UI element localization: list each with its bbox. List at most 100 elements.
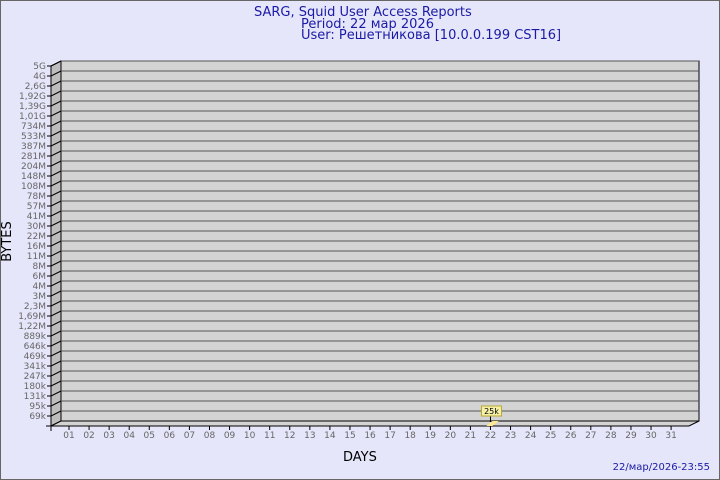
period-label: Period: 22 мар 2026 [301, 17, 434, 32]
y-tick-label: 889k [24, 332, 47, 342]
x-tick-label: 31 [665, 431, 676, 441]
x-tick-label: 26 [565, 431, 577, 441]
y-tick-label: 148M [21, 172, 46, 182]
y-tick-label: 341k [24, 362, 47, 372]
timestamp: 22/мар/2026-23:55 [612, 462, 710, 473]
y-tick-label: 30M [27, 222, 46, 232]
user-label: User: Решетникова [10.0.0.199 CST16] [301, 28, 562, 43]
y-tick-label: 2,6G [25, 82, 46, 92]
y-tick-label: 5G [33, 62, 46, 72]
grid-depth-line [50, 360, 62, 367]
x-tick-label: 21 [465, 431, 476, 441]
bar-label-box [480, 405, 502, 417]
x-tick-label: 12 [284, 431, 295, 441]
x-tick-label: 19 [425, 431, 437, 441]
x-tick-label: 14 [324, 431, 336, 441]
grid-depth-line [50, 140, 62, 147]
y-tick-label: 108M [21, 182, 46, 192]
y-tick-label: 281M [21, 152, 46, 162]
grid-depth-line [50, 410, 62, 417]
x-tick-label: 07 [184, 431, 195, 441]
x-tick-label: 18 [404, 431, 416, 441]
grid-depth-line [50, 280, 62, 287]
x-tick-label: 24 [525, 431, 537, 441]
grid-depth-line [50, 270, 62, 277]
grid-depth-line [50, 390, 62, 397]
grid-depth-line [50, 110, 62, 117]
y-tick-label: 4M [33, 282, 47, 292]
grid-depth-line [50, 210, 62, 217]
x-tick-label: 11 [264, 431, 275, 441]
x-tick-label: 04 [123, 431, 135, 441]
x-tick-label: 15 [344, 431, 355, 441]
y-tick-label: 1,92G [19, 92, 46, 102]
grid-depth-line [50, 100, 62, 107]
y-tick-label: 11M [27, 252, 46, 262]
x-tick-label: 08 [204, 431, 216, 441]
grid-depth-line [50, 90, 62, 97]
grid-depth-line [50, 380, 62, 387]
x-tick-label: 23 [505, 431, 516, 441]
x-tick-label: 30 [645, 431, 657, 441]
y-tick-label: 8M [33, 262, 47, 272]
grid-depth-line [50, 300, 62, 307]
x-tick-label: 13 [304, 431, 315, 441]
grid-depth-line [50, 180, 62, 187]
y-tick-label: 95k [29, 402, 46, 412]
y-tick-label: 2,3M [24, 302, 46, 312]
x-tick-label: 22 [485, 431, 496, 441]
x-tick-label: 25 [545, 431, 556, 441]
grid-depth-line [50, 130, 62, 137]
grid-depth-line [50, 290, 62, 297]
grid-depth-line [50, 240, 62, 247]
grid-depth-line [50, 150, 62, 157]
grid-depth-line [50, 260, 62, 267]
y-tick-label: 180k [24, 382, 47, 392]
y-tick-label: 3M [33, 292, 47, 302]
grid-depth-line [50, 160, 62, 167]
grid-depth-line [50, 220, 62, 227]
x-axis-label: DAYS [343, 450, 377, 465]
y-tick-label: 1,69M [18, 312, 46, 322]
y-tick-label: 1,39G [19, 102, 46, 112]
grid-depth-line [50, 320, 62, 327]
grid-depth-line [50, 170, 62, 177]
y-tick-label: 4G [33, 72, 46, 82]
y-tick-label: 41M [27, 212, 46, 222]
y-tick-label: 204M [21, 162, 46, 172]
x-tick-label: 09 [224, 431, 236, 441]
grid-depth-line [50, 330, 62, 337]
y-tick-label: 646k [24, 342, 47, 352]
x-tick-label: 03 [103, 431, 114, 441]
grid-depth-line [50, 70, 62, 77]
bar-day-22 [486, 421, 499, 426]
x-tick-label: 29 [625, 431, 637, 441]
grid-depth-line [50, 80, 62, 87]
y-tick-label: 533M [21, 132, 46, 142]
grid-depth-line [50, 230, 62, 237]
y-axis-label: BYTES [0, 221, 15, 262]
y-tick-label: 469k [24, 352, 47, 362]
y-tick-label: 57M [27, 202, 46, 212]
grid-depth-line [50, 400, 62, 407]
y-tick-label: 78M [27, 192, 46, 202]
x-tick-label: 10 [244, 431, 256, 441]
grid-depth-line [50, 350, 62, 357]
grid-depth-line [50, 190, 62, 197]
x-tick-label: 16 [364, 431, 376, 441]
grid-depth-line [50, 120, 62, 127]
y-tick-label: 1,22M [18, 322, 46, 332]
x-tick-label: 01 [63, 431, 74, 441]
chart-title: SARG, Squid User Access Reports [254, 5, 472, 20]
y-tick-label: 22M [27, 232, 46, 242]
x-tick-label: 05 [144, 431, 155, 441]
x-tick-label: 06 [164, 431, 176, 441]
y-tick-label: 247k [24, 372, 47, 382]
x-tick-label: 02 [83, 431, 94, 441]
bar-value-label: 25k [484, 407, 499, 416]
grid-depth-line [50, 60, 62, 67]
y-tick-label: 1,01G [19, 112, 46, 122]
floor [50, 420, 700, 427]
